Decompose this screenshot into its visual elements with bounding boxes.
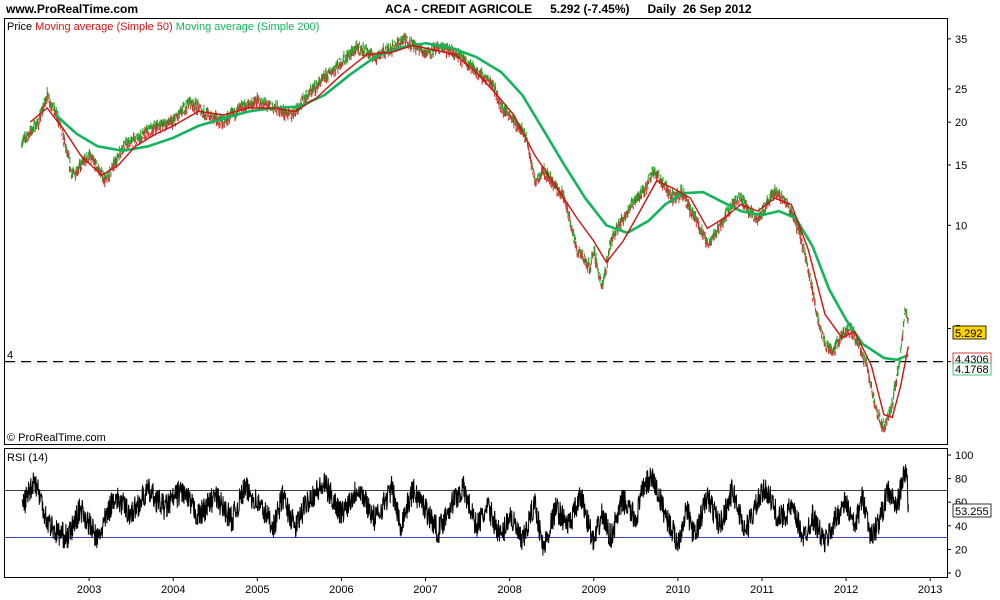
price-panel-frame (4, 18, 948, 445)
legend-ma200: Moving average (Simple 200) (176, 21, 320, 33)
rsi-line (21, 464, 909, 556)
legend-price: Price (7, 21, 32, 33)
ma200-badge: 4.1768 (955, 364, 989, 376)
time-tick-label: 2008 (497, 584, 521, 596)
chart-header: ACA - CREDIT AGRICOLE 5.292 (-7.45%) Daily… (385, 2, 770, 16)
price-badge: 5.292 (955, 328, 983, 340)
legend-text: Price Moving average (Simple 50) Moving … (7, 21, 319, 33)
watermark: © ProRealTime.com (7, 432, 106, 444)
price-tick-label: 15 (955, 160, 967, 172)
legend-ma50: Moving average (Simple 50) (35, 21, 173, 33)
time-tick-label: 2009 (582, 584, 606, 596)
site-title[interactable]: www.ProRealTime.com (6, 2, 139, 16)
rsi-tick-label: 40 (955, 521, 967, 533)
rsi-badge-box (952, 503, 992, 518)
rsi-panel-frame (4, 448, 948, 578)
time-tick-label: 2004 (161, 584, 185, 596)
time-tick-label: 2003 (77, 584, 101, 596)
price-bars-layer (21, 32, 909, 433)
price-tick-label: 35 (955, 34, 967, 46)
ma50-line (29, 44, 909, 419)
rsi-tick-label: 20 (955, 544, 967, 556)
rsi-reference-lines (5, 489, 947, 538)
ma200-badge-box (952, 362, 992, 376)
rsi-tick-label: 0 (955, 568, 961, 580)
time-tick-label: 2006 (329, 584, 353, 596)
period-date: Daily 26 Sep 2012 (647, 2, 752, 16)
rsi-tick-label: 100 (955, 450, 973, 462)
time-tick-label: 2012 (834, 584, 858, 596)
price-tick-label: 20 (955, 117, 967, 129)
rsi-tick-label: 80 (955, 474, 967, 486)
instrument-name: ACA - CREDIT AGRICOLE (385, 2, 533, 16)
rsi-badge: 53.255 (955, 506, 989, 518)
rsi-title: RSI (14) (7, 452, 48, 464)
price-axis: 352520151054 (947, 34, 967, 369)
time-tick-label: 2013 (918, 584, 942, 596)
price-badge-box (952, 325, 987, 340)
time-axis: 2003 2004 2005 2006 2007 2008 2009 2010 2011 2012… (77, 577, 942, 596)
time-tick-label: 2007 (413, 584, 437, 596)
support-line-label: 4 (7, 350, 13, 362)
quote-value: 5.292 (-7.45%) (550, 2, 630, 16)
time-tick-label: 2010 (666, 584, 690, 596)
price-tick-label: 10 (955, 220, 967, 232)
price-tick-label: 25 (955, 84, 967, 96)
time-tick-label: 2005 (245, 584, 269, 596)
ma200-line (54, 41, 909, 362)
time-tick-label: 2011 (750, 584, 774, 596)
